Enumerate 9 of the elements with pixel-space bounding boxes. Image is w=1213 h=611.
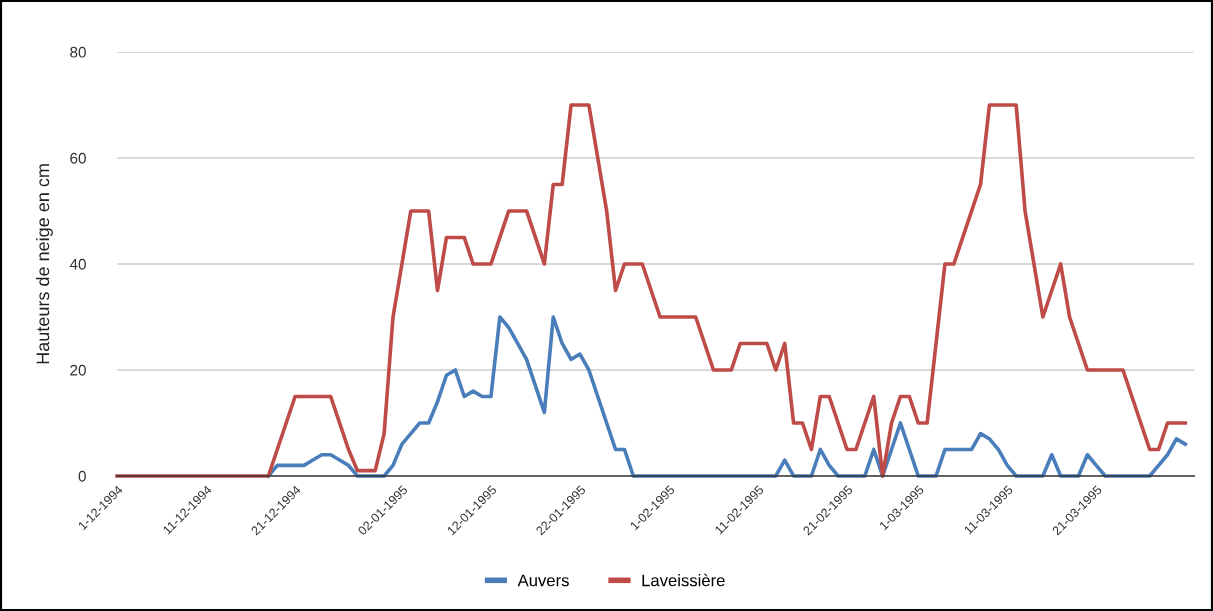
y-tick-label: 60 xyxy=(70,152,86,164)
y-tick-label: 40 xyxy=(69,258,86,270)
y-tick-label: 20 xyxy=(70,364,86,376)
y-tick-label: 80 xyxy=(70,46,86,58)
y-tick-label: 0 xyxy=(78,470,86,482)
legend-label: Auvers xyxy=(517,574,569,587)
legend-label: Laveissière xyxy=(642,573,725,587)
line-series xyxy=(115,103,1188,478)
y-axis-title: Hauteurs de neige en cm xyxy=(36,164,53,364)
